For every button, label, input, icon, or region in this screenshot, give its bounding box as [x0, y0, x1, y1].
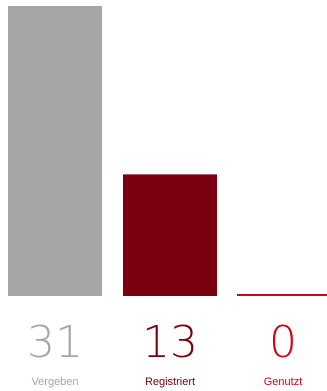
bar-genutzt: [237, 294, 327, 296]
bar-vergeben: [8, 6, 102, 296]
bars-group: [8, 6, 327, 296]
value-label-registriert: 13: [142, 317, 198, 368]
bar-registriert: [123, 174, 217, 296]
value-label-genutzt: 0: [269, 317, 297, 368]
category-labels-group: Vergeben Registriert Genutzt: [31, 376, 302, 388]
value-labels-group: 31 13 0: [27, 317, 297, 368]
value-label-vergeben: 31: [27, 317, 83, 368]
category-label-registriert: Registriert: [145, 376, 195, 388]
category-label-vergeben: Vergeben: [31, 376, 78, 388]
category-label-genutzt: Genutzt: [264, 376, 303, 388]
